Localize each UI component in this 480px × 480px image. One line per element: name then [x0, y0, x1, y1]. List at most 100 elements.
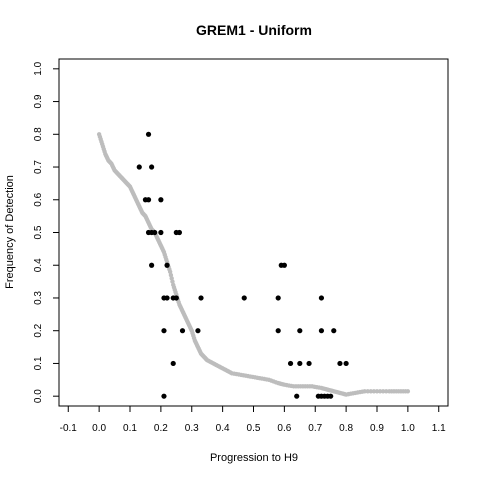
- curve-point: [99, 139, 104, 144]
- y-tick-label: 0.0: [33, 389, 44, 403]
- curve-point: [394, 389, 399, 394]
- observed-point: [149, 164, 155, 170]
- curve-point: [365, 389, 370, 394]
- curve-point: [280, 382, 286, 387]
- curve-point: [173, 290, 178, 295]
- curve-point: [380, 389, 386, 394]
- observed-point: [164, 262, 170, 268]
- curve-point: [164, 257, 169, 262]
- observed-series: [136, 131, 349, 399]
- observed-point: [145, 197, 152, 203]
- x-tick-label: 0.7: [308, 423, 322, 434]
- x-tick-label: -0.1: [60, 423, 78, 434]
- y-tick-label: 0.3: [33, 291, 44, 305]
- x-tick-label: 0.5: [247, 423, 261, 434]
- curve-point: [179, 307, 184, 312]
- observed-point: [173, 295, 179, 301]
- curve-point: [384, 389, 389, 394]
- curve-point: [316, 385, 322, 390]
- observed-point: [176, 229, 183, 236]
- observed-point: [198, 295, 204, 301]
- y-tick-label: 0.5: [33, 225, 44, 239]
- observed-point: [275, 328, 281, 334]
- observed-point: [164, 295, 170, 301]
- curve-point: [136, 202, 141, 207]
- chart-title: GREM1 - Uniform: [196, 22, 312, 38]
- observed-point: [161, 328, 167, 334]
- observed-point: [331, 328, 337, 334]
- observed-point: [136, 164, 142, 170]
- curve-point: [194, 343, 200, 348]
- curve-point: [273, 380, 279, 385]
- x-tick-label: 0.0: [92, 423, 106, 434]
- plot-frame: [58, 58, 449, 407]
- curve-point: [368, 389, 374, 394]
- curve-point: [298, 384, 303, 389]
- y-tick-label: 0.8: [33, 127, 44, 141]
- observed-point: [158, 197, 164, 203]
- curve-point: [130, 189, 135, 194]
- curve-point: [133, 195, 138, 201]
- y-axis: 0.0 0.1 0.2 0.3 0.4 0.5 0.6 0.7 0.8 0.9 1.0: [33, 61, 59, 403]
- y-tick-label: 0.1: [33, 356, 44, 370]
- observed-point: [179, 328, 186, 334]
- x-axis-label: Progression to H9: [210, 452, 298, 464]
- observed-point: [318, 295, 325, 301]
- observed-point: [297, 328, 303, 334]
- observed-point: [343, 360, 349, 367]
- x-tick-label: 0.1: [123, 423, 137, 434]
- observed-point: [281, 262, 287, 268]
- observed-point: [297, 360, 303, 367]
- curve-point: [185, 320, 191, 325]
- observed-point: [241, 295, 247, 301]
- curve-point: [371, 389, 377, 394]
- x-tick-label: 0.6: [277, 423, 291, 434]
- x-tick-label: 1.1: [432, 423, 446, 434]
- curve-point: [191, 335, 197, 341]
- observed-point: [149, 262, 155, 268]
- curve-point: [102, 149, 107, 154]
- observed-point: [328, 393, 334, 399]
- curve-point: [182, 313, 188, 319]
- curve-point: [289, 383, 294, 389]
- curve-point: [264, 377, 269, 382]
- y-tick-label: 0.2: [33, 323, 44, 337]
- observed-point: [152, 229, 158, 236]
- curve-point: [360, 389, 365, 394]
- curve-point: [145, 218, 150, 224]
- observed-point: [195, 328, 201, 334]
- curve-point: [374, 389, 380, 394]
- curve-point: [307, 384, 313, 389]
- y-tick-label: 0.9: [33, 94, 44, 108]
- y-tick-label: 0.4: [33, 258, 44, 272]
- curve-point: [245, 373, 251, 379]
- observed-point: [170, 360, 176, 367]
- curve-point: [228, 370, 233, 375]
- observed-point: [145, 131, 152, 137]
- curve-point: [154, 235, 160, 240]
- observed-point: [337, 360, 343, 367]
- curve-point: [188, 326, 194, 332]
- curve-point: [157, 241, 163, 247]
- y-tick-label: 0.6: [33, 192, 44, 206]
- curve-point: [167, 267, 172, 272]
- observed-point: [318, 328, 325, 334]
- curve-series: [96, 132, 411, 397]
- observed-point: [306, 360, 312, 367]
- y-axis-label: Frequency of Detection: [4, 175, 16, 289]
- x-tick-label: 0.4: [216, 423, 230, 434]
- curve-point: [403, 389, 408, 394]
- x-tick-label: 0.8: [339, 423, 353, 434]
- curve-point: [342, 391, 347, 397]
- x-axis: -0.1 0.0 0.1 0.2 0.3 0.4 0.5 0.6 0.7 0.8 0.9 1.0 1.1: [60, 406, 446, 434]
- y-tick-label: 0.7: [33, 160, 44, 174]
- observed-point: [275, 295, 281, 301]
- x-tick-label: 0.9: [370, 423, 384, 434]
- observed-point: [294, 393, 300, 399]
- curve-point: [377, 389, 383, 394]
- curve-point: [160, 248, 166, 253]
- curve-point: [170, 279, 175, 284]
- curve-point: [236, 372, 242, 377]
- x-tick-label: 1.0: [401, 423, 415, 434]
